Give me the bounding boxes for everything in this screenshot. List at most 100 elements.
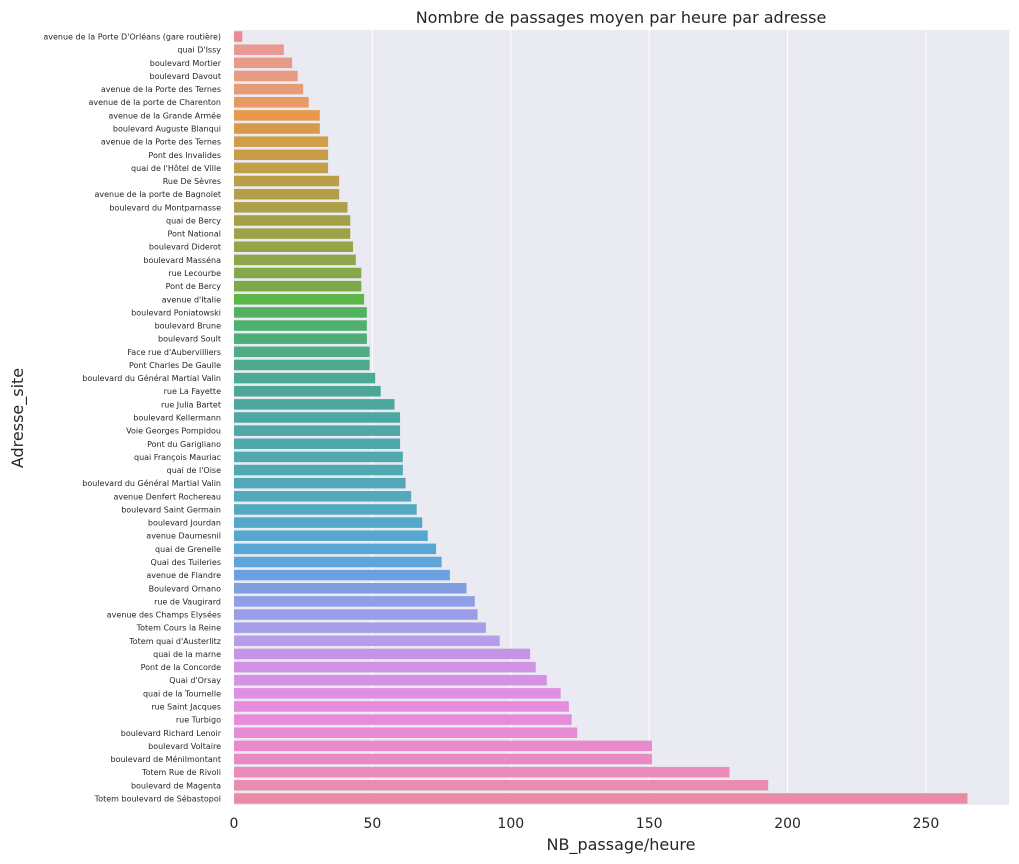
category-label: Pont National [167, 230, 221, 239]
category-label: boulevard de Magenta [131, 781, 221, 790]
bar [234, 530, 428, 541]
bar [234, 412, 401, 423]
bar [234, 44, 284, 55]
category-label: Face rue d'Aubervilliers [127, 348, 221, 357]
category-label: Totem Cours la Reine [136, 624, 221, 633]
category-label: quai D'Issy [177, 46, 221, 55]
bar [234, 280, 362, 292]
category-label: avenue de la Grande Armée [108, 110, 221, 120]
category-label: boulevard du Général Martial Valin [82, 373, 221, 383]
category-label: Boulevard Ornano [149, 584, 221, 593]
category-label: Pont Charles De Gaulle [129, 361, 221, 370]
bar [234, 346, 370, 358]
bar [234, 110, 320, 121]
bar [234, 399, 395, 410]
bar [234, 57, 293, 69]
category-label: Quai d'Orsay [169, 676, 221, 685]
bar [234, 688, 561, 699]
category-label: avenue d'Italie [162, 295, 221, 304]
bar [234, 83, 304, 95]
x-tick-label: 100 [497, 816, 524, 832]
bar [234, 727, 578, 739]
bar [234, 622, 486, 633]
bar [234, 583, 467, 594]
category-label: boulevard Voltaire [148, 742, 221, 751]
bar [234, 175, 340, 187]
bar [234, 609, 478, 620]
category-label: Pont de la Concorde [141, 663, 221, 672]
category-label: quai de l'Oise [167, 466, 221, 475]
bars [234, 31, 968, 804]
bar [234, 228, 351, 239]
category-label: rue Turbigo [176, 716, 221, 725]
category-label: Totem quai d'Austerlitz [128, 637, 221, 646]
bar [234, 70, 298, 82]
category-label: boulevard Richard Lenoir [121, 729, 222, 738]
x-tick-label: 50 [363, 816, 381, 832]
bar [234, 294, 365, 305]
bar [234, 149, 329, 161]
bar [234, 202, 348, 213]
category-label: avenue de la porte de Charenton [88, 98, 221, 107]
bar [234, 359, 370, 371]
category-label: avenue de la porte de Bagnolet [95, 190, 222, 199]
bar [234, 504, 417, 515]
bar [234, 372, 376, 384]
bar [234, 320, 367, 331]
bar [234, 241, 354, 252]
bar [234, 714, 572, 725]
x-axis-title: NB_passage/heure [547, 835, 696, 855]
bar [234, 464, 403, 476]
x-tick-label: 0 [230, 816, 239, 832]
bar [234, 661, 536, 673]
category-label: Quai des Tuileries [151, 558, 221, 567]
category-label: rue de Vaugirard [154, 597, 221, 606]
category-label: boulevard Poniatowski [131, 308, 221, 317]
category-label: avenue de la Porte D'Orléans (gare routi… [43, 32, 221, 42]
category-label: boulevard Masséna [143, 255, 221, 265]
bar [234, 188, 340, 200]
category-label: boulevard Jourdan [148, 519, 221, 528]
category-label: boulevard Brune [155, 322, 222, 331]
bar [234, 31, 243, 42]
bar [234, 701, 569, 712]
bar [234, 635, 500, 647]
category-label: boulevard Saint Germain [121, 505, 221, 514]
bar [234, 543, 437, 555]
category-label: rue La Fayette [164, 387, 221, 396]
category-label: boulevard Auguste Blanqui [113, 125, 221, 134]
category-label: Pont des Invalides [148, 151, 221, 160]
bar [234, 648, 531, 660]
bar [234, 96, 309, 108]
category-label: quai de Bercy [166, 216, 221, 225]
category-label: rue Lecourbe [168, 269, 221, 278]
category-label: rue Saint Jacques [151, 702, 221, 711]
bar [234, 215, 351, 226]
category-label: boulevard Soult [158, 335, 221, 344]
category-label: avenue des Champs Elysées [107, 610, 221, 620]
bar [234, 793, 968, 804]
bar [234, 385, 381, 397]
category-label: avenue de Flandre [146, 571, 221, 580]
category-label: Pont du Garigliano [147, 440, 221, 449]
category-label: avenue de la Porte des Ternes [101, 85, 221, 94]
x-tick-label: 150 [636, 816, 663, 832]
category-label: avenue Daumesnil [146, 532, 221, 541]
bar [234, 136, 329, 147]
category-label: boulevard de Ménilmontant [111, 754, 221, 764]
y-axis-title: Adresse_site [8, 368, 28, 468]
category-label: boulevard Mortier [150, 59, 222, 68]
bar [234, 451, 403, 463]
bar [234, 267, 362, 279]
category-label: quai François Mauriac [134, 453, 221, 462]
chart-title: Nombre de passages moyen par heure par a… [416, 8, 827, 27]
category-label: Voie Georges Pompidou [126, 427, 221, 436]
bar [234, 780, 769, 791]
bar [234, 753, 652, 765]
bar [234, 569, 450, 581]
category-label: boulevard du Général Martial Valin [82, 478, 221, 488]
bar [234, 477, 406, 489]
bar [234, 740, 652, 752]
category-label: quai de Grenelle [155, 545, 221, 554]
